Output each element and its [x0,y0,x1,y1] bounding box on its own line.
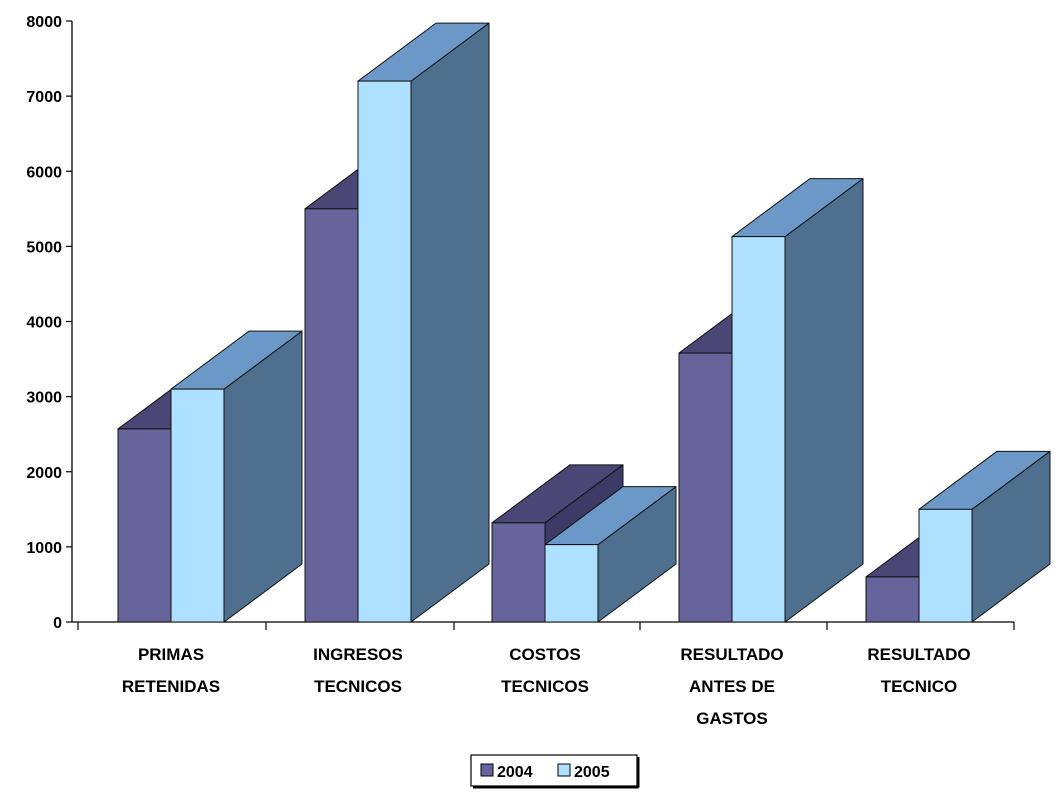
x-category-label: RESULTADO TECNICO [867,645,970,696]
bar-2005-1 [357,22,490,623]
chart-axes: 0 1000 2000 3000 4000 5000 6000 7000 8000 [26,14,1015,632]
y-tick-label: 0 [53,615,62,632]
x-category-label-line: RESULTADO [680,645,783,664]
chart-bars [117,22,1051,623]
bar-front-face [678,352,733,623]
y-tick-label: 1000 [26,540,62,557]
x-category-label-line: GASTOS [696,709,767,728]
x-category-label-line: TECNICOS [314,677,402,696]
x-category-label-line: TECNICOS [501,677,589,696]
x-category-label-line: COSTOS [509,645,580,664]
legend-swatch [557,763,571,777]
legend-swatch [480,763,494,777]
legend-label: 2004 [497,764,533,781]
x-category-label: COSTOS TECNICOS [501,645,589,696]
y-tick-label: 4000 [26,315,62,332]
legend-box [470,754,638,787]
x-category-label-line: PRIMAS [138,645,204,664]
x-axis-labels: PRIMAS RETENIDAS INGRESOS TECNICOS COSTOS TEC… [122,645,971,728]
x-category-label-line: TECNICO [881,677,958,696]
y-tick-label: 5000 [26,239,62,256]
bar-2005-0 [170,330,303,623]
bar-front-face [170,388,225,623]
chart-legend: 2004 2005 [470,754,640,789]
legend-label: 2005 [574,764,610,781]
x-category-label: PRIMAS RETENIDAS [122,645,220,696]
bar-2005-2 [544,486,677,623]
bar-2005-3 [731,178,864,623]
x-category-label-line: ANTES DE [689,677,775,696]
y-tick-label: 3000 [26,390,62,407]
x-category-label-line: RETENIDAS [122,677,220,696]
bar-side-face [410,22,490,623]
x-category-label-line: RESULTADO [867,645,970,664]
y-tick-label: 6000 [26,164,62,181]
x-category-label: INGRESOS TECNICOS [313,645,403,696]
bar-2005-4 [918,450,1051,623]
y-tick-label: 7000 [26,89,62,106]
bar-front-face [117,428,172,623]
bar-front-face [304,208,359,623]
x-category-label-line: INGRESOS [313,645,403,664]
bar-front-face [491,522,546,623]
bar-front-face [544,544,599,623]
bar-side-face [784,178,864,623]
bar-front-face [918,508,973,623]
bar-front-face [731,236,786,623]
y-tick-label: 8000 [26,14,62,31]
y-tick-label: 2000 [26,465,62,482]
bar-front-face [865,576,920,623]
x-category-label: RESULTADO ANTES DE GASTOS [680,645,783,728]
bar-front-face [357,80,412,623]
